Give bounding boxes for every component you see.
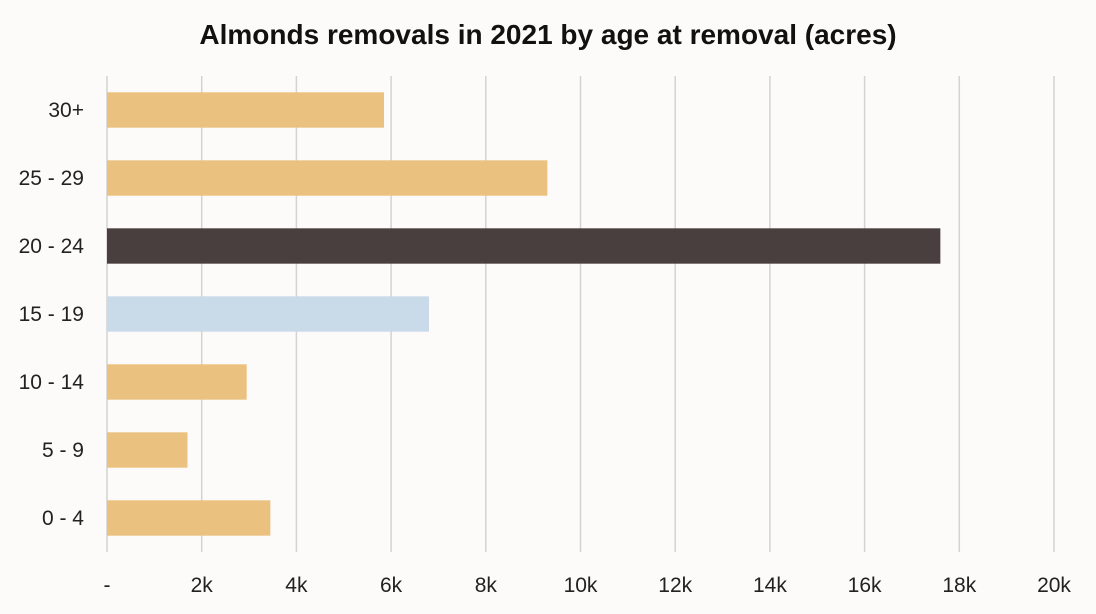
grid-lines	[106, 76, 1055, 552]
x-tick-label-3: 6k	[380, 574, 403, 597]
bar-3	[107, 296, 429, 332]
y-tick-label-0: 30+	[48, 99, 84, 122]
y-tick-label-4: 10 - 14	[19, 371, 85, 394]
x-axis-labels: - 2k 4k 6k 8k 10k 12k 14k 16k 18k 20k	[104, 574, 1072, 597]
bar-2	[107, 228, 941, 264]
x-tick-label-7: 14k	[753, 574, 787, 597]
x-tick-label-2: 4k	[285, 574, 308, 597]
bars	[107, 92, 941, 536]
x-tick-label-6: 12k	[658, 574, 692, 597]
bar-1	[107, 160, 548, 196]
bar-0	[107, 92, 384, 128]
bar-4	[107, 364, 247, 400]
x-tick-label-0: -	[104, 574, 111, 597]
chart-title: Almonds removals in 2021 by age at remov…	[199, 19, 896, 50]
x-tick-label-4: 8k	[475, 574, 498, 597]
y-tick-label-2: 20 - 24	[19, 235, 85, 258]
y-tick-label-5: 5 - 9	[42, 439, 84, 462]
bar-5	[107, 432, 188, 468]
y-tick-label-1: 25 - 29	[19, 167, 84, 190]
x-tick-label-1: 2k	[191, 574, 214, 597]
y-tick-label-6: 0 - 4	[42, 507, 84, 530]
y-tick-label-3: 15 - 19	[19, 303, 84, 326]
y-axis-labels: 30+ 25 - 29 20 - 24 15 - 19 10 - 14 5 - 9 0 - …	[19, 99, 85, 530]
x-tick-label-10: 20k	[1037, 574, 1071, 597]
x-tick-label-8: 16k	[848, 574, 882, 597]
x-tick-label-9: 18k	[942, 574, 976, 597]
x-tick-label-5: 10k	[564, 574, 598, 597]
bar-6	[107, 500, 271, 536]
